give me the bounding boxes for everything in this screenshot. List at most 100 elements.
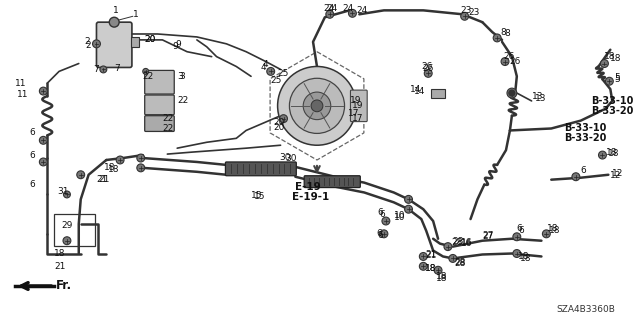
Circle shape <box>349 9 356 17</box>
Text: 18: 18 <box>436 274 447 283</box>
Text: 22: 22 <box>163 124 173 133</box>
Text: 25: 25 <box>278 69 289 78</box>
Text: 14: 14 <box>413 86 425 96</box>
Circle shape <box>303 92 331 120</box>
Text: 18: 18 <box>425 264 436 273</box>
Circle shape <box>605 77 613 85</box>
FancyBboxPatch shape <box>145 116 174 131</box>
Text: 11: 11 <box>15 79 26 88</box>
FancyBboxPatch shape <box>304 176 360 188</box>
Text: SZA4B3360B: SZA4B3360B <box>556 305 615 314</box>
Circle shape <box>40 136 47 144</box>
Circle shape <box>40 87 47 95</box>
Text: 18: 18 <box>436 272 447 281</box>
Circle shape <box>501 58 509 65</box>
Text: 21: 21 <box>425 250 436 259</box>
Text: 20: 20 <box>145 35 156 44</box>
Text: 12: 12 <box>612 169 624 178</box>
Circle shape <box>572 173 580 181</box>
Circle shape <box>137 164 145 172</box>
Circle shape <box>93 40 100 48</box>
Text: 6: 6 <box>377 231 383 240</box>
Text: 22: 22 <box>177 96 188 105</box>
Text: 15: 15 <box>254 192 266 201</box>
Circle shape <box>507 88 517 98</box>
Text: 27: 27 <box>483 231 493 240</box>
Circle shape <box>280 115 287 122</box>
Text: 31: 31 <box>57 187 68 196</box>
Text: 18: 18 <box>520 254 531 263</box>
Text: 14: 14 <box>410 85 421 93</box>
FancyBboxPatch shape <box>351 90 367 122</box>
Text: B-33-10: B-33-10 <box>591 96 633 106</box>
Text: 18: 18 <box>604 52 616 61</box>
Text: 7: 7 <box>114 64 120 73</box>
Circle shape <box>100 66 107 73</box>
Text: 21: 21 <box>425 251 436 260</box>
Circle shape <box>419 262 428 270</box>
Text: 13: 13 <box>532 93 543 101</box>
Text: 3: 3 <box>179 72 185 81</box>
Text: 6: 6 <box>29 180 35 189</box>
Text: 20: 20 <box>274 118 285 127</box>
Text: 28: 28 <box>453 237 464 246</box>
Text: B-33-20: B-33-20 <box>591 106 633 116</box>
Circle shape <box>513 249 521 257</box>
Text: 7: 7 <box>93 65 99 74</box>
Text: 24: 24 <box>327 4 338 13</box>
Text: 9: 9 <box>175 40 181 49</box>
Text: E-19-1: E-19-1 <box>292 192 330 202</box>
Circle shape <box>40 158 47 166</box>
Text: 6: 6 <box>519 226 525 235</box>
Text: 8: 8 <box>500 27 506 36</box>
FancyBboxPatch shape <box>145 95 174 115</box>
FancyBboxPatch shape <box>225 162 296 176</box>
Text: 21: 21 <box>99 175 110 184</box>
Circle shape <box>600 60 609 67</box>
Text: 24: 24 <box>323 4 334 13</box>
Text: 28: 28 <box>455 258 466 267</box>
Text: 19: 19 <box>353 101 364 110</box>
Circle shape <box>326 10 333 18</box>
Text: 6: 6 <box>29 151 35 160</box>
Text: 6: 6 <box>376 229 382 238</box>
Text: 29: 29 <box>61 221 72 230</box>
Text: 17: 17 <box>353 114 364 123</box>
Text: 18: 18 <box>606 148 618 157</box>
Text: 5: 5 <box>614 73 620 82</box>
Text: 27: 27 <box>483 232 493 241</box>
FancyBboxPatch shape <box>97 22 132 67</box>
Text: 8: 8 <box>504 29 510 39</box>
Circle shape <box>311 100 323 112</box>
Circle shape <box>461 12 468 20</box>
Text: 18: 18 <box>549 226 561 235</box>
Circle shape <box>267 67 275 75</box>
Text: 28: 28 <box>455 259 466 268</box>
Text: 6: 6 <box>517 224 523 234</box>
Text: 21: 21 <box>97 175 108 184</box>
Text: 2: 2 <box>86 41 92 50</box>
Circle shape <box>419 253 428 260</box>
Text: 22: 22 <box>163 114 173 123</box>
Text: 20: 20 <box>274 123 285 132</box>
Text: 24: 24 <box>356 6 367 15</box>
Text: 2: 2 <box>84 37 90 46</box>
Text: 11: 11 <box>17 90 28 99</box>
Circle shape <box>493 34 501 42</box>
Text: 18: 18 <box>104 163 116 172</box>
Circle shape <box>63 191 70 198</box>
Text: 18: 18 <box>547 224 559 234</box>
Text: 21: 21 <box>54 262 65 271</box>
Text: 25: 25 <box>271 76 282 85</box>
Text: 30: 30 <box>285 153 297 162</box>
Circle shape <box>404 205 412 213</box>
Text: 5: 5 <box>614 75 620 84</box>
Text: 18: 18 <box>611 54 622 63</box>
Text: B-33-10: B-33-10 <box>564 123 607 133</box>
Circle shape <box>424 70 432 77</box>
Text: 26: 26 <box>503 52 515 61</box>
Text: 9: 9 <box>172 42 178 51</box>
Circle shape <box>109 17 119 27</box>
Circle shape <box>444 243 452 250</box>
FancyBboxPatch shape <box>131 37 139 47</box>
